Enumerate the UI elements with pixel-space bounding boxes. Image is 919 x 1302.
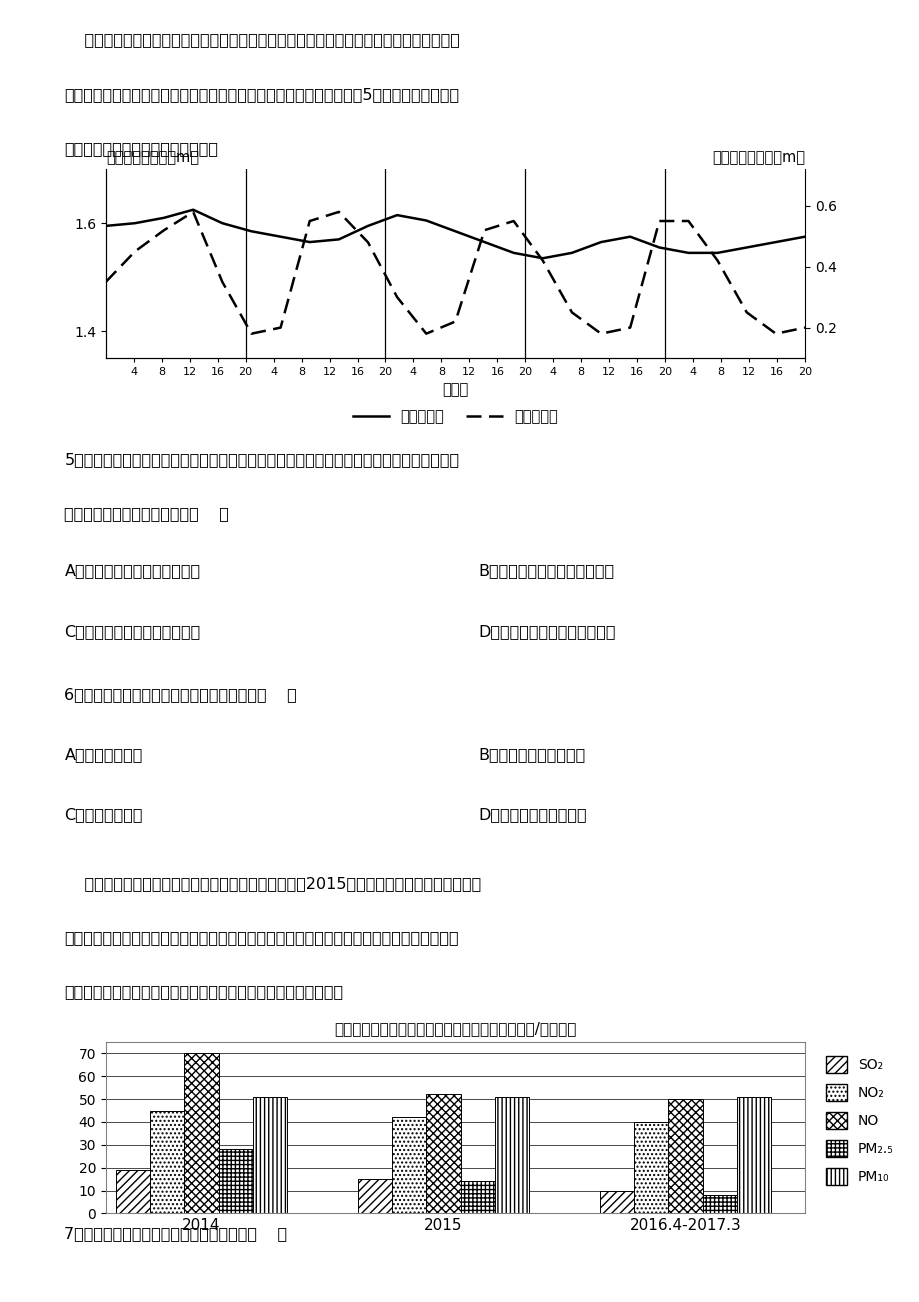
Text: 7．关于上海港大气污染的说法，正确的是（    ）: 7．关于上海港大气污染的说法，正确的是（ ） bbox=[64, 1226, 288, 1242]
Text: C．海洋性冰川雪线低，降水多: C．海洋性冰川雪线低，降水多 bbox=[64, 624, 200, 639]
Bar bbox=[116, 1170, 150, 1213]
Text: C．日均消融量大: C．日均消融量大 bbox=[64, 807, 142, 822]
Bar bbox=[460, 1181, 494, 1213]
Bar bbox=[736, 1096, 770, 1213]
Bar bbox=[391, 1117, 425, 1213]
Text: A．海洋性冰川雪线高，气温高: A．海洋性冰川雪线高，气温高 bbox=[64, 564, 200, 578]
Bar bbox=[184, 1053, 219, 1213]
Text: 5．雪线是山地常年积雪带的下界，雪线的高低受气温、降水量和地貌条件等影响。青藏高原: 5．雪线是山地常年积雪带的下界，雪线的高低受气温、降水量和地貌条件等影响。青藏高… bbox=[64, 452, 459, 467]
Legend: SO₂, NO₂, NO, PM₂.₅, PM₁₀: SO₂, NO₂, NO, PM₂.₅, PM₁₀ bbox=[818, 1049, 900, 1191]
Legend: 海洋性冰川, 大陆性冰川: 海洋性冰川, 大陆性冰川 bbox=[346, 404, 563, 430]
Bar bbox=[599, 1190, 633, 1213]
Bar bbox=[425, 1095, 460, 1213]
Text: 三角、环渤海等水域，设立了港口船舶排放控制区，限制污染物排放。下图为上海浦东高桥港: 三角、环渤海等水域，设立了港口船舶排放控制区，限制污染物排放。下图为上海浦东高桥… bbox=[64, 930, 459, 945]
Text: B．大陆性冰川雪线高，气温低: B．大陆性冰川雪线高，气温低 bbox=[478, 564, 614, 578]
Text: 流水位过程线。据此完成下面小题。: 流水位过程线。据此完成下面小题。 bbox=[64, 142, 218, 156]
Bar bbox=[219, 1150, 253, 1213]
Text: 海洋性冰川水位（m）: 海洋性冰川水位（m） bbox=[106, 150, 199, 165]
Bar bbox=[357, 1180, 391, 1213]
Bar bbox=[253, 1096, 287, 1213]
Bar bbox=[702, 1195, 736, 1213]
Text: 要分布在青藏高原内陆。下图示意冰缘水文站监测的两类冰川夏季连续5日无降水情况下的径: 要分布在青藏高原内陆。下图示意冰缘水文站监测的两类冰川夏季连续5日无降水情况下的… bbox=[64, 87, 459, 102]
Bar bbox=[150, 1111, 184, 1213]
Text: 排放控制区实施后各污染物排放情况示意图，读图回答下面小题。: 排放控制区实施后各污染物排放情况示意图，读图回答下面小题。 bbox=[64, 984, 343, 1000]
Text: 6．海洋性冰川日融水径流峰値滞后的原因是（    ）: 6．海洋性冰川日融水径流峰値滞后的原因是（ ） bbox=[64, 686, 297, 702]
Text: B．冰面、冰内均有消融: B．冰面、冰内均有消融 bbox=[478, 747, 585, 762]
Bar bbox=[667, 1099, 702, 1213]
Text: 大陆性冰川水位（m）: 大陆性冰川水位（m） bbox=[711, 150, 804, 165]
Text: 船舶排放的大气污染物是港口空气污染的主要来源，2015年起，交通运输部在长三角、珠: 船舶排放的大气污染物是港口空气污染的主要来源，2015年起，交通运输部在长三角、… bbox=[64, 876, 482, 891]
Text: 两类冰川雪线高低及其成因是（    ）: 两类冰川雪线高低及其成因是（ ） bbox=[64, 506, 229, 521]
Text: A．分布海拔较高: A．分布海拔较高 bbox=[64, 747, 142, 762]
Text: D．大陆性冰川雪线低，降水少: D．大陆性冰川雪线低，降水少 bbox=[478, 624, 615, 639]
Bar bbox=[494, 1096, 528, 1213]
Text: 青藏高原分布有两种类型的冰川，海洋性冰川主要分布在青藏高原东南部，大陆性冰川主: 青藏高原分布有两种类型的冰川，海洋性冰川主要分布在青藏高原东南部，大陆性冰川主 bbox=[64, 33, 460, 48]
Bar bbox=[633, 1122, 667, 1213]
Text: （时）: （时） bbox=[442, 383, 468, 397]
Title: 上海港排放控制区实施后各污染物排放情况（微克/立方米）: 上海港排放控制区实施后各污染物排放情况（微克/立方米） bbox=[334, 1022, 576, 1036]
Text: D．植被涵养水源能力强: D．植被涵养水源能力强 bbox=[478, 807, 586, 822]
